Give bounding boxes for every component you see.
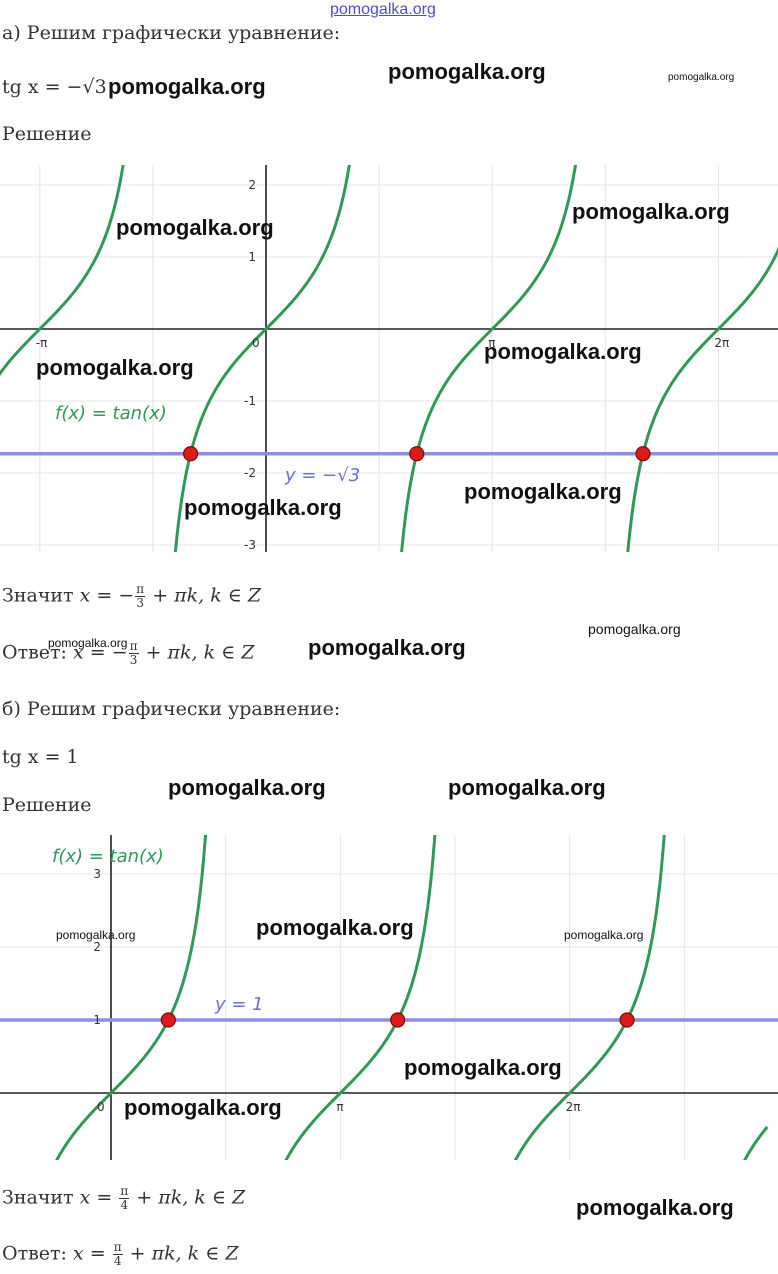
y-tick-label: 2: [248, 178, 256, 192]
watermark: pomogalka.org: [588, 621, 681, 637]
part-a-answer: Ответ: x = − π 3 + πk, k ∈ Z: [2, 640, 254, 667]
part-b-answer-rest: + πk, k ∈ Z: [129, 1242, 239, 1265]
watermark: pomogalka.org: [448, 775, 606, 800]
y-tick-label: -2: [244, 466, 256, 480]
watermark: pomogalka.org: [184, 495, 342, 520]
function-label: f(x) = tan(x): [52, 846, 164, 867]
chart-b: 0 π 2π 3 2 1 f(x) = tan(x) y = 1: [0, 835, 778, 1160]
x-tick-label: 2π: [714, 336, 729, 350]
intersection-point: [390, 1012, 406, 1028]
part-b-conclusion-lhs: x =: [79, 1186, 119, 1209]
part-a-answer-lhs: x = −: [72, 641, 128, 664]
watermark: pomogalka.org: [564, 928, 644, 942]
part-b-conclusion-rest: + πk, k ∈ Z: [136, 1186, 246, 1209]
watermark: pomogalka.org: [572, 199, 730, 224]
watermark: pomogalka.org: [388, 59, 546, 84]
x-tick-label: 0: [252, 336, 260, 350]
y-tick-label: -3: [244, 538, 256, 552]
part-a-answer-rest: + πk, k ∈ Z: [145, 641, 255, 664]
tan-curve-branch: [400, 165, 578, 552]
part-b-heading: б) Решим графически уравнение:: [2, 698, 341, 720]
fraction-denominator: 3: [129, 653, 138, 667]
watermark: pomogalka.org: [116, 215, 274, 240]
x-tick-label: -π: [36, 336, 48, 350]
fraction-denominator: 4: [113, 1254, 122, 1268]
y-tick-label: 1: [93, 1013, 101, 1027]
tan-curve-branch: [626, 246, 778, 552]
part-a-heading: а) Решим графически уравнение:: [2, 22, 341, 44]
watermark: pomogalka.org: [308, 635, 466, 660]
part-b-conclusion-prefix: Значит: [2, 1186, 80, 1209]
site-link[interactable]: pomogalka.org: [330, 1, 436, 18]
x-tick-label: π: [336, 1100, 343, 1114]
fraction-denominator: 4: [120, 1198, 129, 1212]
part-a-conclusion-prefix: Значит: [2, 584, 80, 607]
fraction-numerator: π: [135, 582, 146, 597]
watermark: pomogalka.org: [48, 636, 128, 650]
part-a-conclusion-rest: + πk, k ∈ Z: [152, 584, 262, 607]
part-b-answer-lhs: x =: [72, 1242, 112, 1265]
line-label: y = 1: [214, 994, 264, 1015]
y-tick-label: 1: [248, 250, 256, 264]
part-a-equation: tg x = −√3: [2, 76, 107, 98]
fraction-numerator: π: [128, 639, 139, 654]
watermark: pomogalka.org: [124, 1095, 282, 1120]
intersection-point: [409, 446, 425, 462]
function-label: f(x) = tan(x): [55, 403, 167, 424]
y-tick-label: 3: [93, 867, 101, 881]
x-tick-label: π: [488, 336, 495, 350]
watermark: pomogalka.org: [108, 74, 266, 99]
part-a-conclusion-lhs: x = −: [79, 584, 135, 607]
line-label: y = −√3: [284, 465, 360, 486]
tan-curve-branch: [55, 835, 208, 1160]
part-b-answer-prefix: Ответ:: [2, 1242, 73, 1265]
tan-curve-branch: [513, 835, 666, 1160]
part-a-answer-prefix: Ответ:: [2, 641, 73, 664]
part-b-solution-label: Решение: [2, 794, 92, 816]
watermark: pomogalka.org: [36, 355, 194, 380]
watermark: pomogalka.org: [168, 775, 326, 800]
intersection-point: [160, 1012, 176, 1028]
x-tick-label: 2π: [566, 1100, 581, 1114]
fraction-numerator: π: [119, 1184, 130, 1199]
tan-curve-branch: [173, 165, 351, 552]
intersection-point: [619, 1012, 635, 1028]
y-tick-label: -1: [244, 394, 256, 408]
tan-curve-branch: [743, 1125, 769, 1160]
part-a-solution-label: Решение: [2, 123, 92, 145]
x-tick-label: 0: [97, 1100, 105, 1114]
chart-a: -π 0 π 2π 2 1 -1 -2 -3 f(x) = tan(x) y = −√3: [0, 165, 778, 552]
fraction-numerator: π: [112, 1240, 123, 1255]
y-tick-label: 2: [93, 940, 101, 954]
watermark: pomogalka.org: [668, 72, 735, 83]
watermark: pomogalka.org: [256, 915, 414, 940]
watermark: pomogalka.org: [464, 479, 622, 504]
watermark: pomogalka.org: [404, 1055, 562, 1080]
intersection-point: [183, 446, 199, 462]
part-b-equation: tg x = 1: [2, 746, 79, 768]
fraction-denominator: 3: [136, 596, 145, 610]
part-a-conclusion: Значит x = − π 3 + πk, k ∈ Z: [2, 583, 261, 610]
watermark: pomogalka.org: [484, 339, 642, 364]
intersection-point: [635, 446, 651, 462]
watermark: pomogalka.org: [576, 1195, 734, 1220]
tan-curve-branch: [284, 835, 437, 1160]
tan-curve-branch: [0, 165, 125, 376]
watermark: pomogalka.org: [56, 928, 136, 942]
